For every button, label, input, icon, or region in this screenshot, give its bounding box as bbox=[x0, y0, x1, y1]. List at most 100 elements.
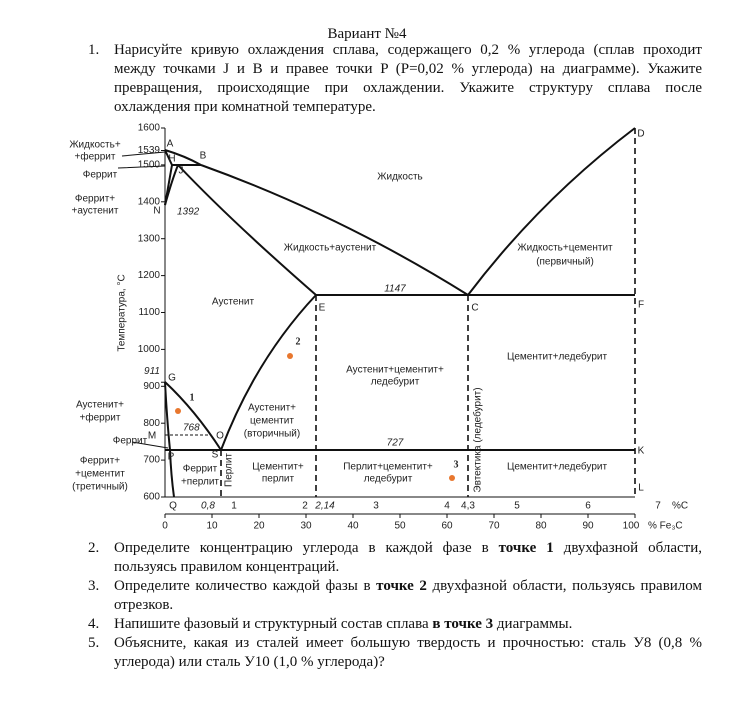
point-label: Q bbox=[169, 501, 177, 512]
fe3c-tick-label: 20 bbox=[253, 521, 265, 532]
text: Объясните, какая из сталей имеет большую… bbox=[114, 635, 702, 670]
carbon-tick-label: 7 bbox=[655, 501, 661, 512]
side-label: +феррит bbox=[80, 412, 121, 424]
tick-label: 600 bbox=[143, 492, 160, 503]
region-label: Феррит bbox=[183, 464, 218, 475]
point-label: N bbox=[153, 206, 160, 217]
bold-text: в точке 3 bbox=[432, 616, 494, 632]
task-number: 3. bbox=[88, 578, 100, 594]
task-number: 1. bbox=[88, 42, 100, 58]
fe3c-tick-label: 60 bbox=[441, 521, 453, 532]
point-label: F bbox=[638, 300, 644, 311]
fe3c-tick-label: 40 bbox=[347, 521, 359, 532]
text: двухфазной области, пользуясь правилом о… bbox=[114, 578, 702, 613]
region-label: Аустенит bbox=[212, 297, 255, 308]
carbon-unit: %С bbox=[672, 501, 688, 512]
fe3c-unit: % Fe₃C bbox=[648, 521, 683, 532]
point-label: S bbox=[212, 450, 219, 461]
fe3c-tick-label: 50 bbox=[394, 521, 406, 532]
task-text: Определите концентрацию углерода в каждо… bbox=[114, 539, 702, 577]
task-text: Объясните, какая из сталей имеет большую… bbox=[114, 634, 702, 672]
region-label: (первичный) bbox=[536, 257, 594, 268]
isotherm-label: 727 bbox=[387, 438, 404, 449]
point-label: A bbox=[167, 139, 174, 150]
task: 3. Определите количество каждой фазы в то… bbox=[88, 577, 702, 615]
point-label: L bbox=[638, 483, 644, 494]
point-label: K bbox=[638, 446, 645, 457]
task-number: 5. bbox=[88, 635, 100, 651]
side-label: Феррит bbox=[83, 170, 118, 181]
side-label: +аустенит bbox=[72, 206, 119, 217]
text: Нарисуйте кривую охлаждения сплава, соде… bbox=[114, 42, 702, 115]
point-label: H bbox=[168, 154, 175, 165]
bold-text: точке 1 bbox=[498, 540, 554, 556]
carbon-tick-label: 2,14 bbox=[314, 501, 335, 512]
side-label: (третичный) bbox=[72, 482, 128, 493]
region-label: перлит bbox=[262, 474, 295, 485]
tick-label: 1539 bbox=[138, 145, 161, 156]
region-label: цементит bbox=[250, 416, 294, 427]
side-label: Феррит bbox=[113, 436, 148, 447]
tick-label: 1500 bbox=[138, 160, 161, 171]
diagram-lines bbox=[117, 127, 636, 515]
side-label: Феррит+ bbox=[75, 194, 115, 205]
task-number: 4. bbox=[88, 616, 100, 632]
point-label: C bbox=[471, 303, 478, 314]
region-label: Перлит bbox=[224, 453, 235, 487]
fe3c-tick-label: 30 bbox=[300, 521, 312, 532]
isotherm-label: 1392 bbox=[177, 207, 200, 218]
side-label: Жидкость+ bbox=[69, 140, 120, 151]
carbon-tick-label: 0,8 bbox=[201, 501, 215, 512]
text: диаграммы. bbox=[493, 616, 573, 632]
marker-label: 2 bbox=[296, 336, 301, 347]
tick-label: 1600 bbox=[138, 123, 161, 134]
point-label: J bbox=[179, 166, 184, 177]
side-label: +феррит bbox=[75, 151, 116, 163]
marker-label: 1 bbox=[190, 392, 195, 403]
fe3c-tick-label: 10 bbox=[206, 521, 218, 532]
text: двухфазной области, пользуясь правилом к… bbox=[114, 540, 703, 575]
tick-label: 1400 bbox=[138, 196, 161, 207]
task-number: 2. bbox=[88, 540, 100, 556]
fe3c-tick-label: 100 bbox=[623, 521, 640, 532]
tick-label: 1200 bbox=[138, 270, 161, 281]
region-label: Аустенит+цементит+ bbox=[346, 365, 444, 376]
region-label: Цементит+ bbox=[252, 462, 304, 473]
fe3c-tick-label: 0 bbox=[162, 521, 168, 532]
tick-label: 911 bbox=[144, 366, 160, 377]
carbon-tick-label: 6 bbox=[585, 501, 591, 512]
tick-label: 1100 bbox=[138, 307, 160, 318]
tick-label: 1300 bbox=[138, 233, 161, 244]
region-label: ледебурит bbox=[371, 376, 420, 388]
axis-title: Температура, °С bbox=[117, 274, 128, 351]
text: Определите концентрацию углерода в каждо… bbox=[114, 540, 499, 556]
point-label: E bbox=[319, 303, 326, 314]
task: 2. Определите концентрацию углерода в каж… bbox=[88, 539, 702, 577]
fe3c-tick-label: 90 bbox=[582, 521, 594, 532]
tick-label: 800 bbox=[143, 418, 160, 429]
text: Напишите фазовый и структурный состав сп… bbox=[114, 616, 433, 632]
task: 5. Объясните, какая из сталей имеет больш… bbox=[88, 634, 702, 672]
tick-label: 1000 bbox=[138, 344, 161, 355]
carbon-tick-label: 4,3 bbox=[461, 501, 475, 512]
region-label: +перлит bbox=[181, 477, 219, 488]
tick-label: 900 bbox=[143, 381, 160, 392]
task-text: Напишите фазовый и структурный состав сп… bbox=[114, 615, 702, 634]
region-label: Цементит+ледебурит bbox=[507, 351, 608, 363]
point-label: B bbox=[200, 151, 207, 162]
bold-text: точке 2 bbox=[376, 578, 427, 594]
title: Вариант №4 bbox=[327, 26, 407, 42]
tick-label: 700 bbox=[143, 455, 160, 466]
carbon-tick-label: 5 bbox=[514, 501, 520, 512]
region-label: Жидкость bbox=[377, 172, 423, 183]
point-label: P bbox=[168, 452, 175, 463]
region-label: (вторичный) bbox=[244, 429, 300, 440]
region-label: Аустенит+ bbox=[248, 403, 296, 414]
side-label: Аустенит+ bbox=[76, 400, 124, 411]
region-label: Жидкость+цементит bbox=[517, 243, 613, 254]
carbon-tick-label: 3 bbox=[373, 501, 379, 512]
region-label: Жидкость+аустенит bbox=[284, 243, 377, 254]
fe3c-tick-label: 80 bbox=[535, 521, 547, 532]
fe3c-tick-label: 70 bbox=[488, 521, 500, 532]
